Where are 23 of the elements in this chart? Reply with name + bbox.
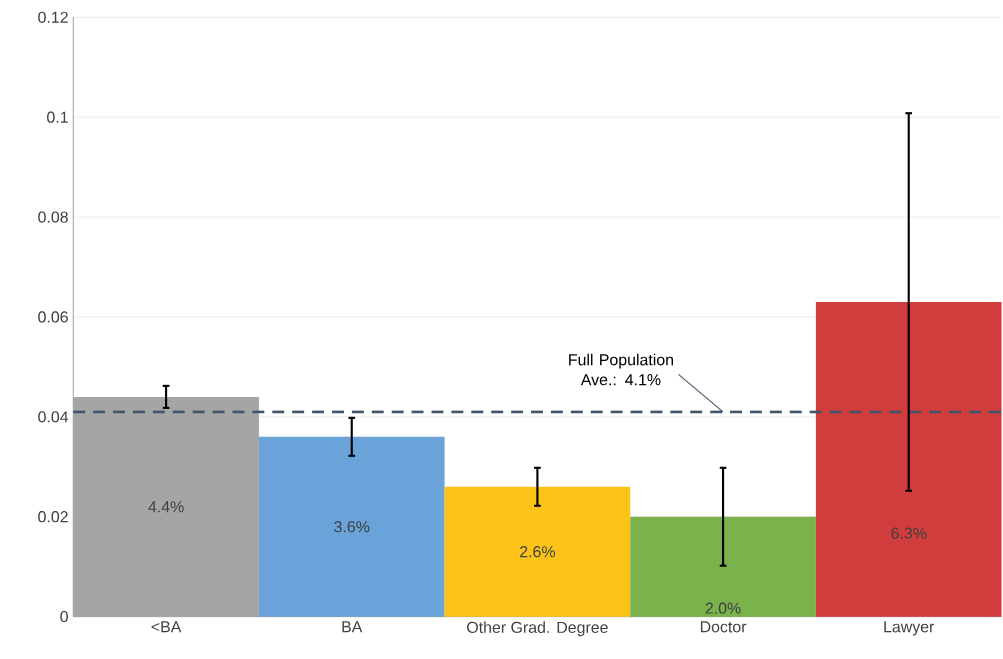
data-label: 3.6%	[334, 520, 370, 533]
y-tick-label: 0.1	[47, 111, 68, 123]
y-tick-label: 0.04	[38, 411, 69, 423]
data-label: 2.0%	[705, 602, 741, 614]
y-tick-label: 0.08	[38, 211, 68, 223]
ref-line-label: Full Population Ave.: 4.1%	[569, 353, 673, 386]
x-tick-label: Doctor	[700, 621, 747, 633]
y-tick-label: 0.06	[38, 311, 68, 323]
x-tick-label: <BA	[151, 621, 182, 633]
data-label: 6.3%	[891, 527, 927, 539]
bar	[258, 436, 445, 617]
bar	[630, 516, 816, 617]
y-tick-label: 0.02	[38, 510, 68, 523]
data-label: 2.6%	[520, 545, 555, 558]
y-tick-label: 0.12	[38, 11, 68, 23]
bar	[73, 396, 259, 617]
x-tick-label: Lawyer	[884, 621, 935, 636]
bar	[444, 486, 631, 617]
x-tick-label: BA	[342, 621, 363, 633]
data-label: 4.4%	[148, 501, 184, 513]
x-tick-label: Other Grad. Degree	[467, 621, 608, 637]
y-tick-label: 0	[60, 610, 68, 623]
bar	[815, 301, 1002, 617]
